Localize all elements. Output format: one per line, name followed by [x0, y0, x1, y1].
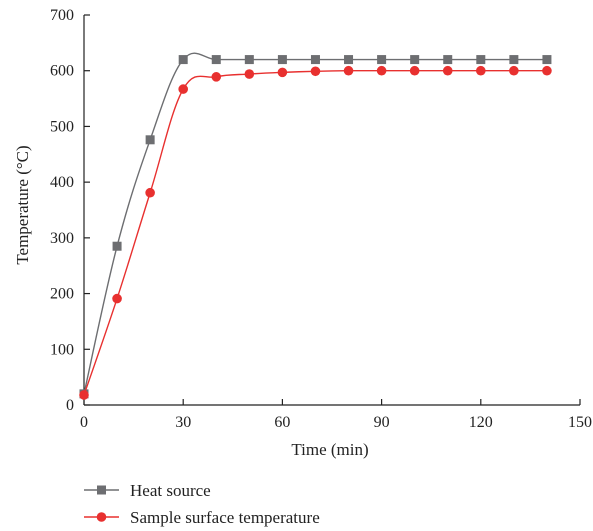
- data-point-square: [443, 55, 453, 65]
- data-point-square: [310, 55, 320, 65]
- axes: [83, 15, 580, 406]
- data-point-circle: [244, 69, 255, 79]
- data-point-circle: [145, 187, 155, 198]
- data-point-circle: [112, 293, 122, 304]
- data-point-circle: [79, 390, 89, 400]
- data-point-circle: [509, 65, 519, 76]
- x-tick-label: 90: [374, 414, 390, 431]
- y-tick-label: 300: [50, 230, 74, 247]
- data-point-circle: [442, 65, 453, 76]
- y-ticks: 0 100 200 300 400 500 600 700: [50, 7, 90, 414]
- series-1: [79, 52, 552, 399]
- data-point-square: [211, 55, 221, 65]
- y-axis-title: Temperature (°C): [13, 145, 32, 264]
- x-tick-label: 30: [175, 414, 191, 431]
- data-point-square: [410, 55, 420, 65]
- y-tick-label: 200: [50, 286, 74, 303]
- series-2: [79, 65, 552, 400]
- data-point-square: [112, 241, 122, 251]
- legend-marker-square: [97, 485, 106, 495]
- data-point-circle: [310, 66, 321, 77]
- legend-marker-circle: [96, 512, 107, 522]
- series-layer: [79, 52, 552, 400]
- data-point-square: [344, 55, 354, 65]
- x-tick-label: 150: [568, 414, 592, 431]
- legend-label: Sample surface temperature: [130, 508, 320, 527]
- legend: Heat source Sample surface temperature: [84, 481, 320, 527]
- y-tick-label: 600: [50, 63, 74, 80]
- data-point-square: [244, 55, 254, 65]
- y-tick-label: 500: [50, 118, 74, 135]
- series-line: [83, 52, 547, 395]
- data-point-square: [542, 55, 552, 65]
- data-point-square: [476, 55, 486, 65]
- data-point-square: [178, 55, 188, 65]
- data-point-circle: [343, 65, 354, 76]
- data-point-square: [145, 135, 155, 145]
- legend-item: Heat source: [84, 481, 211, 500]
- series-line: [83, 69, 547, 396]
- data-point-circle: [476, 65, 486, 76]
- y-tick-label: 0: [66, 397, 74, 414]
- data-point-square: [277, 55, 287, 65]
- data-point-circle: [376, 65, 387, 76]
- y-tick-label: 100: [50, 341, 74, 358]
- x-tick-label: 0: [80, 414, 88, 431]
- x-tick-label: 120: [469, 414, 493, 431]
- data-point-circle: [178, 84, 188, 94]
- x-tick-label: 60: [274, 414, 290, 431]
- data-point-circle: [277, 67, 288, 78]
- data-point-square: [377, 55, 387, 65]
- legend-label: Heat source: [130, 481, 211, 500]
- data-point-square: [509, 55, 519, 65]
- y-tick-label: 400: [50, 174, 74, 191]
- x-axis-title: Time (min): [291, 440, 368, 459]
- x-ticks: 0 30 60 90 120 150: [80, 399, 592, 431]
- data-point-circle: [409, 65, 420, 76]
- legend-item: Sample surface temperature: [84, 508, 320, 527]
- data-point-circle: [542, 65, 552, 76]
- data-point-circle: [211, 72, 222, 82]
- y-tick-label: 700: [50, 7, 74, 24]
